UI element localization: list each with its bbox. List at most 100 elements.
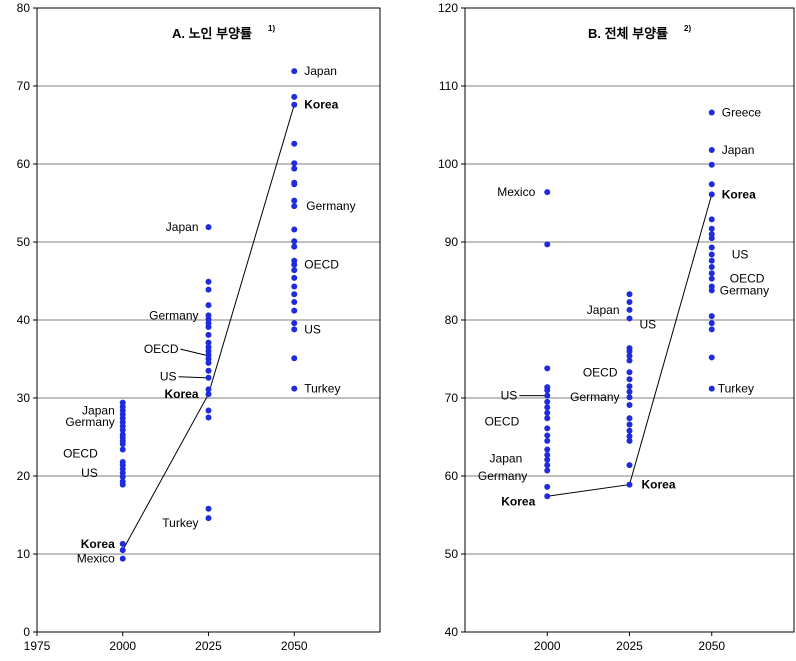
panel-b-data-point [708,257,715,264]
panel-b-data-point [544,451,551,458]
panel-b-data-point [626,481,633,488]
panel-b-point-label: US [501,389,518,403]
panel-b-data-point [626,388,633,395]
panel-b-data-point [544,384,551,391]
panel-b-point-label: Japan [722,143,755,157]
panel-a-point-label: Japan [82,403,115,417]
panel-a-y-tick-label: 40 [17,313,31,327]
panel-b-data-point [626,291,633,298]
panel-a-data-point [291,165,298,172]
panel-a-data-point [205,391,212,398]
panel-a-label-leader [178,376,206,379]
panel-b-data-point [626,437,633,444]
panel-b-data-point [544,432,551,439]
panel-a-data-point [291,197,298,204]
panel-a-data-point [119,547,126,554]
panel-a-point-label: Turkey [162,516,198,530]
panel-a-point-label: Korea [81,537,115,551]
panel-a-title-footnote: 1) [268,24,275,33]
panel-a-data-point [205,331,212,338]
panel-b-point-label: OECD [485,414,520,428]
panel-b-data-point [544,462,551,469]
panel-a-point-label: US [304,322,321,336]
panel-a-data-point [291,68,298,75]
panel-a: A. 노인 부양률 1) 0 10 20 30 40 50 60 70 80 1975 2000 20… [17,1,381,653]
panel-b-point-label: Korea [501,494,535,508]
panel-b-point-label: Korea [642,478,676,492]
panel-a-x-tick-label: 2050 [281,639,308,653]
panel-a-title: A. 노인 부양률 [172,26,252,41]
panel-a-point-label: OECD [304,258,339,272]
panel-b-data-point [708,109,715,116]
panel-a-data-point [205,374,212,381]
panel-b-y-tick-label: 60 [445,469,459,483]
panel-a-data-point [205,312,212,319]
panel-a-data-point [205,505,212,512]
panel-a-point-label: Turkey [304,382,340,396]
panel-b-data-point [708,283,715,290]
panel-b-data-point [544,404,551,411]
panel-b-data-point [708,251,715,258]
panel-a-x-tick-label: 2025 [195,639,222,653]
panel-a-data-point [291,385,298,392]
panel-b-data-point [708,146,715,153]
panel-b-y-tick-label: 90 [445,235,459,249]
panel-a-point-label: OECD [144,342,179,356]
panel-a-data-point [291,243,298,250]
panel-a-point-label: Korea [164,387,198,401]
panel-a-data-point [205,407,212,414]
panel-a-point-label: Korea [304,98,338,112]
panel-a-point-label: US [160,370,177,384]
panel-b-x-tick-label: 2000 [534,639,561,653]
panel-b-data-point [626,357,633,364]
panel-b-data-point [626,415,633,422]
panel-b-data-point [544,392,551,399]
panel-a-label-leader [180,348,206,356]
panel-a-point-label: Germany [65,415,114,429]
panel-b-data-point [708,275,715,282]
panel-a-y-tick-label: 70 [17,79,31,93]
panel-b-data-point [544,467,551,474]
panel-b-data-point [544,398,551,405]
panel-b-point-label: US [640,317,657,331]
panel-b-data-point [544,409,551,416]
panel-a-data-point [205,302,212,309]
panel-a-data-point [291,274,298,281]
panel-b-data-point [626,369,633,376]
panel-b-x-tick-label: 2025 [616,639,643,653]
panel-b-data-point [708,231,715,238]
panel-b-data-point [544,241,551,248]
panel-b-data-point [626,402,633,409]
panel-a-point-label: Mexico [77,552,115,566]
panel-b-y-tick-label: 120 [438,1,458,15]
panel-b-data-point [626,376,633,383]
panel-a-data-point [119,478,126,485]
panel-a-data-point [205,339,212,346]
panel-a-data-point [291,307,298,314]
panel-a-data-point [291,140,298,147]
panel-b-data-point [626,306,633,313]
panel-b-data-point [544,437,551,444]
panel-b-point-label: OECD [583,365,618,379]
panel-a-point-label: Japan [304,64,337,78]
panel-a-data-point [205,386,212,393]
panel-a-data-point [119,431,126,438]
panel-b-data-point [626,352,633,359]
panel-a-data-point [205,286,212,293]
panel-b-data-point [708,191,715,198]
panel-b-data-point [626,421,633,428]
panel-b-data-point [626,315,633,322]
panel-b-data-point [544,415,551,422]
panel-b-data-point [544,425,551,432]
panel-a-y-tick-label: 0 [23,625,30,639]
panel-a-point-label: Germany [149,308,198,322]
panel-b-data-point [544,493,551,500]
panel-b-data-point [544,483,551,490]
panel-b-data-point [626,299,633,306]
panel-b-y-tick-label: 110 [439,79,458,93]
panel-b-data-point [708,181,715,188]
panel-a-data-point [291,267,298,274]
panel-b-data-point [708,225,715,232]
panel-b-y-tick-label: 100 [438,157,458,171]
